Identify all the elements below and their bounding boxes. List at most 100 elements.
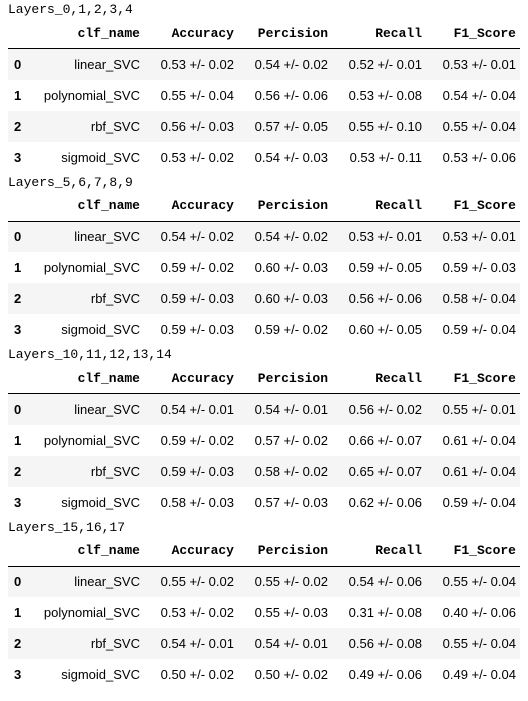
cell-f1-score: 0.55 +/- 0.04 bbox=[442, 574, 516, 590]
cell-clf-name: linear_SVC bbox=[74, 401, 140, 417]
cell-recall: 0.49 +/- 0.06 bbox=[348, 667, 422, 682]
column-header-accuracy: Accuracy bbox=[144, 363, 238, 394]
cell-recall: 0.54 +/- 0.06 bbox=[348, 574, 422, 590]
cell-f1-score: 0.55 +/- 0.01 bbox=[442, 401, 516, 417]
table-header-row: clf_name Accuracy Percision Recall F1_Score bbox=[8, 535, 520, 567]
column-header-index bbox=[8, 535, 32, 567]
cell-accuracy: 0.59 +/- 0.02 bbox=[160, 260, 234, 275]
cell-percision: 0.59 +/- 0.02 bbox=[254, 322, 328, 337]
cell-f1-score: 0.58 +/- 0.04 bbox=[442, 291, 516, 306]
cell-clf-name: polynomial_SVC bbox=[43, 432, 140, 448]
cell-percision: 0.54 +/- 0.03 bbox=[254, 149, 328, 165]
cell-f1-score: 0.53 +/- 0.01 bbox=[442, 229, 516, 245]
cell-percision: 0.58 +/- 0.02 bbox=[254, 463, 328, 479]
cell-clf-name: linear_SVC bbox=[74, 574, 140, 590]
cell-accuracy: 0.59 +/- 0.02 bbox=[160, 432, 234, 448]
cell-accuracy: 0.54 +/- 0.02 bbox=[160, 229, 234, 245]
cell-percision: 0.56 +/- 0.06 bbox=[254, 87, 328, 103]
column-header-f1-score: F1_Score bbox=[426, 535, 520, 567]
cell-clf-name: linear_SVC bbox=[74, 229, 140, 245]
layer-group-title: Layers_10,11,12,13,14 bbox=[8, 347, 172, 362]
row-index: 2 bbox=[14, 118, 22, 134]
cell-clf-name: sigmoid_SVC bbox=[61, 494, 140, 510]
table-row: 3 sigmoid_SVC 0.58 +/- 0.03 0.57 +/- 0.03 0.… bbox=[8, 487, 520, 518]
cell-f1-score: 0.61 +/- 0.04 bbox=[442, 463, 516, 479]
cell-accuracy: 0.53 +/- 0.02 bbox=[160, 56, 234, 72]
cell-percision: 0.57 +/- 0.05 bbox=[254, 118, 328, 134]
cell-percision: 0.54 +/- 0.02 bbox=[254, 229, 328, 245]
cell-clf-name: sigmoid_SVC bbox=[61, 322, 140, 337]
cell-percision: 0.55 +/- 0.03 bbox=[254, 605, 328, 620]
cell-percision: 0.55 +/- 0.02 bbox=[254, 574, 328, 590]
column-header-clf-name: clf_name bbox=[32, 190, 144, 222]
layer-group-title: Layers_5,6,7,8,9 bbox=[8, 174, 133, 190]
table-row: 1 polynomial_SVC 0.59 +/- 0.02 0.60 +/- 0.0… bbox=[8, 252, 520, 283]
cell-recall: 0.52 +/- 0.01 bbox=[348, 56, 422, 72]
column-header-accuracy: Accuracy bbox=[144, 190, 238, 222]
row-index: 0 bbox=[14, 401, 22, 417]
cell-recall: 0.55 +/- 0.10 bbox=[348, 118, 422, 134]
column-header-percision: Percision bbox=[238, 190, 332, 222]
column-header-f1-score: F1_Score bbox=[426, 18, 520, 49]
cell-percision: 0.54 +/- 0.01 bbox=[254, 401, 328, 417]
row-index: 3 bbox=[14, 149, 22, 165]
cell-f1-score: 0.55 +/- 0.04 bbox=[442, 636, 516, 651]
row-index: 0 bbox=[14, 229, 22, 245]
row-index: 1 bbox=[14, 260, 22, 275]
cell-clf-name: sigmoid_SVC bbox=[61, 149, 140, 165]
cell-clf-name: polynomial_SVC bbox=[43, 260, 140, 275]
column-header-percision: Percision bbox=[238, 363, 332, 394]
table-header-row: clf_name Accuracy Percision Recall F1_Score bbox=[8, 363, 520, 394]
cell-accuracy: 0.59 +/- 0.03 bbox=[160, 322, 234, 337]
cell-percision: 0.50 +/- 0.02 bbox=[254, 667, 328, 682]
cell-percision: 0.54 +/- 0.02 bbox=[254, 56, 328, 72]
column-header-clf-name: clf_name bbox=[32, 18, 144, 49]
results-table: clf_name Accuracy Percision Recall F1_Score 0… bbox=[8, 190, 520, 346]
column-header-accuracy: Accuracy bbox=[144, 18, 238, 49]
table-row: 2 rbf_SVC 0.59 +/- 0.03 0.58 +/- 0.02 0.65 +… bbox=[8, 455, 520, 487]
results-table: clf_name Accuracy Percision Recall F1_Score 0… bbox=[8, 363, 520, 518]
cell-recall: 0.53 +/- 0.01 bbox=[348, 229, 422, 245]
cell-clf-name: rbf_SVC bbox=[90, 291, 140, 306]
row-index: 3 bbox=[14, 667, 22, 682]
row-index: 2 bbox=[14, 463, 22, 479]
cell-clf-name: rbf_SVC bbox=[90, 636, 140, 651]
table-row: 0 linear_SVC 0.54 +/- 0.01 0.54 +/- 0.01 0.5… bbox=[8, 393, 520, 425]
cell-f1-score: 0.61 +/- 0.04 bbox=[442, 432, 516, 448]
cell-accuracy: 0.50 +/- 0.02 bbox=[160, 667, 234, 682]
table-row: 3 sigmoid_SVC 0.53 +/- 0.02 0.54 +/- 0.03 0.… bbox=[8, 142, 520, 173]
cell-accuracy: 0.59 +/- 0.03 bbox=[160, 463, 234, 479]
table-row: 0 linear_SVC 0.53 +/- 0.02 0.54 +/- 0.02 0.5… bbox=[8, 48, 520, 80]
cell-recall: 0.62 +/- 0.06 bbox=[348, 494, 422, 510]
table-header-row: clf_name Accuracy Percision Recall F1_Score bbox=[8, 18, 520, 49]
table-row: 1 polynomial_SVC 0.55 +/- 0.04 0.56 +/- 0.0… bbox=[8, 80, 520, 111]
table-row: 1 polynomial_SVC 0.53 +/- 0.02 0.55 +/- 0.0… bbox=[8, 597, 520, 628]
cell-f1-score: 0.40 +/- 0.06 bbox=[442, 605, 516, 620]
column-header-f1-score: F1_Score bbox=[426, 190, 520, 222]
column-header-recall: Recall bbox=[332, 18, 426, 49]
cell-f1-score: 0.53 +/- 0.01 bbox=[442, 56, 516, 72]
cell-recall: 0.60 +/- 0.05 bbox=[348, 322, 422, 337]
cell-accuracy: 0.54 +/- 0.01 bbox=[160, 636, 234, 651]
row-index: 2 bbox=[14, 291, 22, 306]
table-row: 2 rbf_SVC 0.54 +/- 0.01 0.54 +/- 0.01 0.56 +… bbox=[8, 628, 520, 659]
cell-percision: 0.60 +/- 0.03 bbox=[254, 291, 328, 306]
results-table: clf_name Accuracy Percision Recall F1_Score 0… bbox=[8, 18, 520, 173]
row-index: 1 bbox=[14, 87, 22, 103]
cell-accuracy: 0.55 +/- 0.02 bbox=[160, 574, 234, 590]
column-header-percision: Percision bbox=[238, 18, 332, 49]
cell-recall: 0.31 +/- 0.08 bbox=[348, 605, 422, 620]
table-row: 3 sigmoid_SVC 0.50 +/- 0.02 0.50 +/- 0.02 0.… bbox=[8, 659, 520, 690]
row-index: 1 bbox=[14, 605, 22, 620]
cell-f1-score: 0.59 +/- 0.03 bbox=[442, 260, 516, 275]
column-header-clf-name: clf_name bbox=[32, 535, 144, 567]
cell-recall: 0.53 +/- 0.08 bbox=[348, 87, 422, 103]
cell-f1-score: 0.59 +/- 0.04 bbox=[442, 494, 516, 510]
cell-recall: 0.59 +/- 0.05 bbox=[348, 260, 422, 275]
column-header-index bbox=[8, 190, 32, 222]
cell-percision: 0.60 +/- 0.03 bbox=[254, 260, 328, 275]
cell-f1-score: 0.53 +/- 0.06 bbox=[442, 149, 516, 165]
cell-clf-name: polynomial_SVC bbox=[43, 87, 140, 103]
row-index: 1 bbox=[14, 432, 22, 448]
cell-accuracy: 0.53 +/- 0.02 bbox=[160, 149, 234, 165]
